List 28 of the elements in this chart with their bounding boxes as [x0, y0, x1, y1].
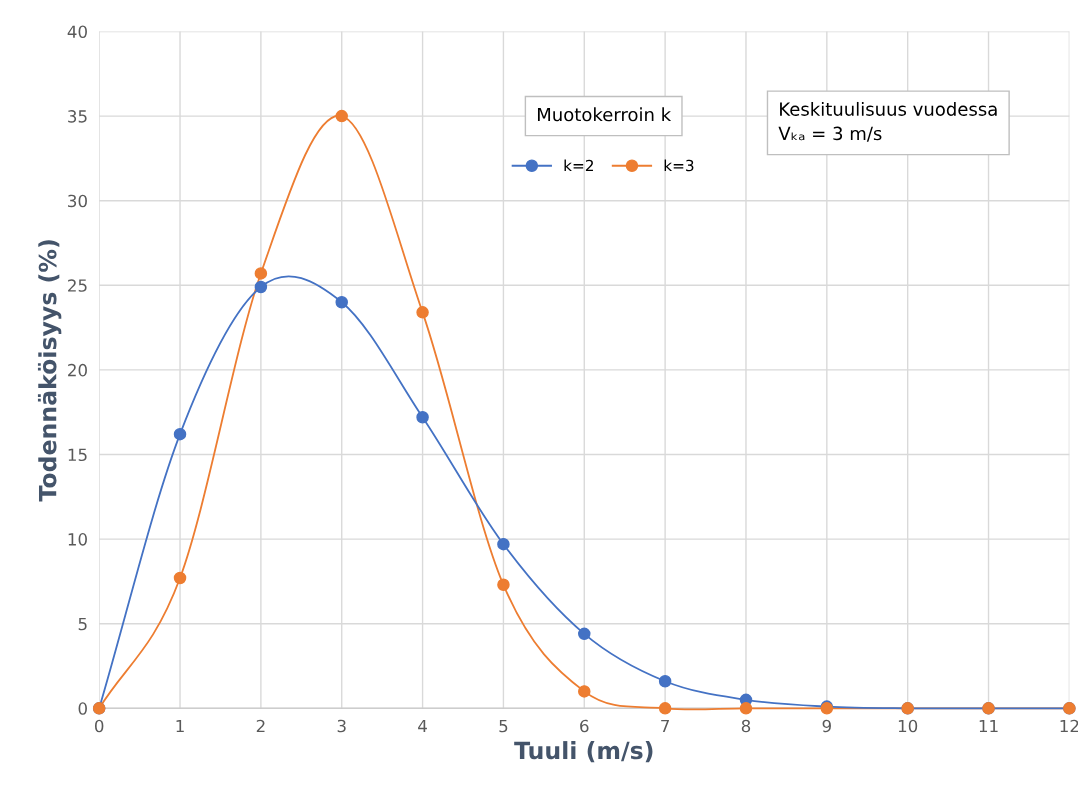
- x-axis-title: Tuuli (m/s): [514, 741, 653, 763]
- x-tick-label: 11: [979, 719, 998, 733]
- y-tick-label: 40: [67, 25, 87, 39]
- x-tick-label: 12: [1060, 719, 1078, 733]
- y-tick-label: 30: [68, 194, 87, 208]
- y-tick-label: 20: [68, 363, 87, 377]
- y-tick-label: 25: [68, 279, 87, 292]
- x-tick-label: 4: [418, 719, 427, 733]
- y-tick-label: 35: [68, 110, 87, 123]
- y-tick-label: 0: [78, 702, 87, 715]
- legend-title: Muotokerroin k: [537, 107, 672, 122]
- x-tick-label: 8: [741, 719, 751, 733]
- x-tick-label: 5: [499, 719, 508, 733]
- legend-label: k=2: [564, 159, 593, 172]
- legend-label: k=3: [664, 159, 694, 172]
- x-tick-label: 9: [822, 719, 831, 733]
- x-tick-label: 1: [176, 719, 184, 733]
- x-tick-label: 3: [337, 719, 346, 733]
- x-tick-label: 2: [256, 719, 265, 733]
- x-tick-label: 7: [661, 719, 669, 733]
- y-tick-label: 5: [78, 617, 87, 631]
- y-tick-label: 15: [68, 448, 87, 462]
- x-tick-label: 10: [898, 719, 918, 733]
- y-tick-label: 10: [68, 533, 87, 546]
- x-tick-label: 0: [94, 719, 104, 733]
- x-tick-label: 6: [580, 719, 589, 733]
- y-axis-title: Todennäköisyys (%): [37, 240, 62, 502]
- annotation: Keskituulisuus vuodessa Vₖₐ = 3 m/s: [778, 101, 997, 142]
